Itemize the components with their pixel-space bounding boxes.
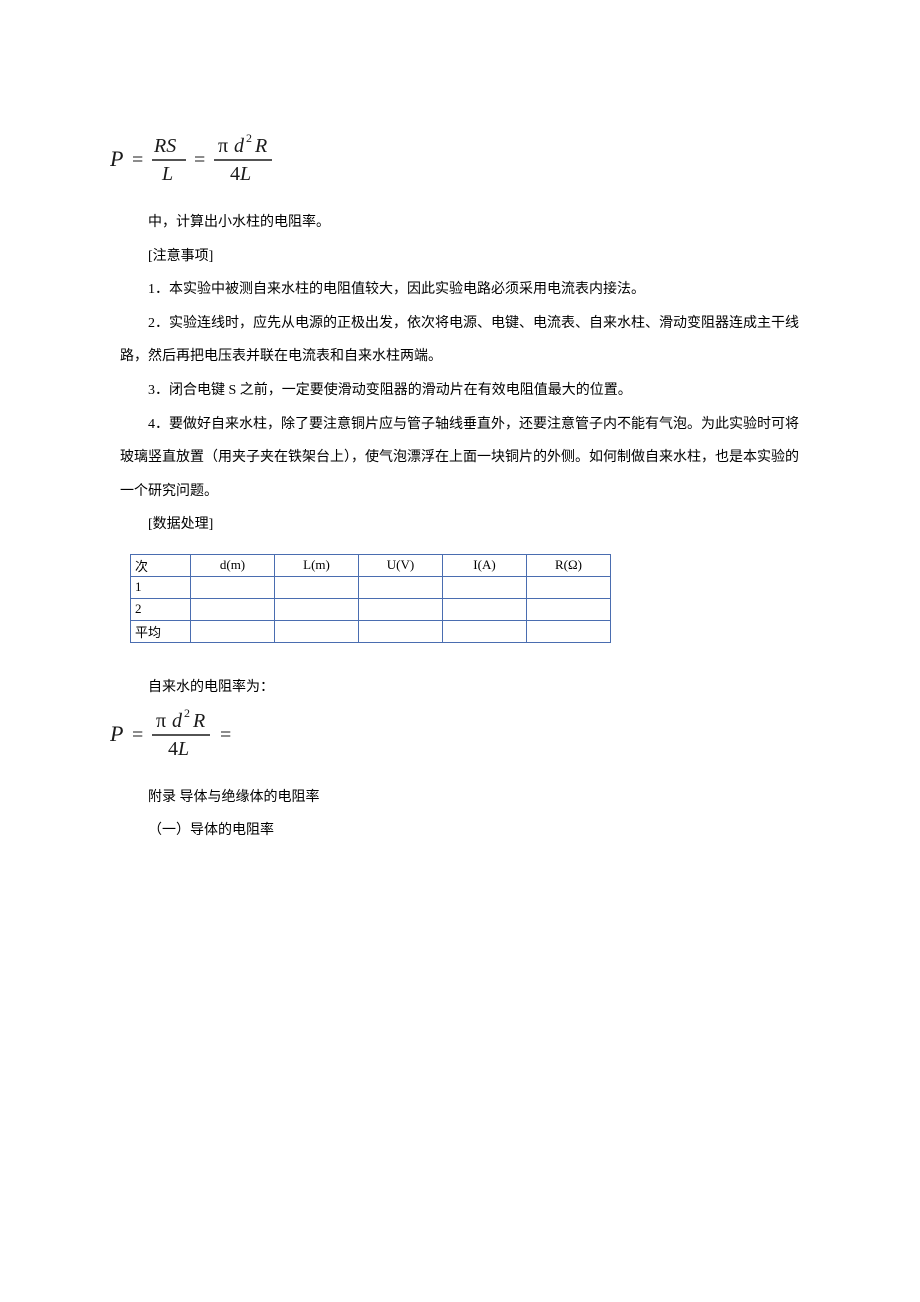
cell bbox=[527, 598, 611, 620]
f2-d: d bbox=[172, 710, 183, 732]
cell bbox=[275, 598, 359, 620]
cell bbox=[191, 620, 275, 642]
para-result: 自来水的电阻率为： bbox=[120, 671, 800, 705]
para-after-f1: 中，计算出小水柱的电阻率。 bbox=[120, 206, 800, 240]
note-1: 1．本实验中被测自来水柱的电阻值较大，因此实验电路必须采用电流表内接法。 bbox=[120, 273, 800, 307]
note-2: 2．实验连线时，应先从电源的正极出发，依次将电源、电键、电流表、自来水柱、滑动变… bbox=[120, 307, 800, 374]
formula-2: P = π d 2 R 4L = bbox=[110, 705, 800, 761]
cell bbox=[359, 576, 443, 598]
para-appendix: 附录 导体与绝缘体的电阻率 bbox=[120, 781, 800, 815]
table-header-row: 次 d(m) L(m) U(V) I(A) R(Ω) bbox=[131, 554, 611, 576]
f1-L: L bbox=[161, 163, 173, 185]
formula-2-svg: P = π d 2 R 4L = bbox=[110, 705, 280, 761]
row-label: 平均 bbox=[131, 620, 191, 642]
th-col0: 次 bbox=[131, 554, 191, 576]
th-col2: L(m) bbox=[275, 554, 359, 576]
f1-RS: RS bbox=[153, 135, 176, 157]
cell bbox=[527, 620, 611, 642]
th-col4: I(A) bbox=[443, 554, 527, 576]
f2-4L: 4L bbox=[168, 738, 189, 760]
cell bbox=[275, 620, 359, 642]
document-page: P = RS L = π d 2 R 4L 中，计算出小水柱的电阻率。 [注意事… bbox=[0, 0, 920, 1302]
f1-d: d bbox=[234, 135, 245, 157]
para-sub1: （一）导体的电阻率 bbox=[120, 814, 800, 848]
th-col1: d(m) bbox=[191, 554, 275, 576]
note-3: 3．闭合电键 S 之前，一定要使滑动变阻器的滑动片在有效电阻值最大的位置。 bbox=[120, 374, 800, 408]
f2-P: P bbox=[110, 721, 123, 746]
formula-1-svg: P = RS L = π d 2 R 4L bbox=[110, 130, 310, 186]
f2-eq1: = bbox=[132, 724, 143, 746]
f1-eq2: = bbox=[194, 149, 205, 171]
f1-4L: 4L bbox=[230, 163, 251, 185]
table-body: 1 2 平均 bbox=[131, 576, 611, 642]
th-col5: R(Ω) bbox=[527, 554, 611, 576]
table-row: 平均 bbox=[131, 620, 611, 642]
table-row: 1 bbox=[131, 576, 611, 598]
cell bbox=[359, 620, 443, 642]
cell bbox=[191, 598, 275, 620]
cell bbox=[443, 620, 527, 642]
cell bbox=[527, 576, 611, 598]
f2-sq: 2 bbox=[184, 706, 190, 720]
row-label: 2 bbox=[131, 598, 191, 620]
note-4: 4．要做好自来水柱，除了要注意铜片应与管子轴线垂直外，还要注意管子内不能有气泡。… bbox=[120, 408, 800, 509]
row-label: 1 bbox=[131, 576, 191, 598]
f2-eq2: = bbox=[220, 724, 231, 746]
f2-pi: π bbox=[156, 710, 166, 732]
f1-R2: R bbox=[254, 135, 267, 157]
formula-1: P = RS L = π d 2 R 4L bbox=[110, 130, 800, 186]
cell bbox=[191, 576, 275, 598]
cell bbox=[443, 576, 527, 598]
table-row: 2 bbox=[131, 598, 611, 620]
th-col3: U(V) bbox=[359, 554, 443, 576]
section-notes-label: [注意事项] bbox=[120, 240, 800, 274]
cell bbox=[359, 598, 443, 620]
section-data-label: [数据处理] bbox=[120, 508, 800, 542]
cell bbox=[275, 576, 359, 598]
f2-R: R bbox=[192, 710, 205, 732]
data-table: 次 d(m) L(m) U(V) I(A) R(Ω) 1 2 bbox=[130, 554, 611, 643]
cell bbox=[443, 598, 527, 620]
f1-pi: π bbox=[218, 135, 228, 157]
f1-sq: 2 bbox=[246, 131, 252, 145]
f1-P: P bbox=[110, 146, 123, 171]
f1-eq1: = bbox=[132, 149, 143, 171]
